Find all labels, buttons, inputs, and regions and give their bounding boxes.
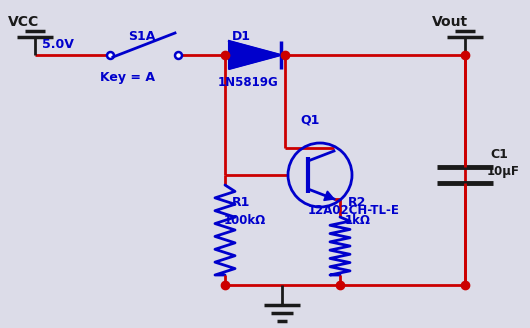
Text: S1A: S1A (128, 30, 155, 43)
Text: 100kΩ: 100kΩ (224, 214, 266, 227)
Text: Vout: Vout (432, 15, 468, 29)
Polygon shape (229, 41, 281, 69)
Text: 1kΩ: 1kΩ (345, 214, 371, 227)
Text: R1: R1 (232, 195, 250, 209)
Text: 10µF: 10µF (487, 166, 520, 178)
Text: 12A02CH-TL-E: 12A02CH-TL-E (308, 203, 400, 216)
Text: 5.0V: 5.0V (42, 37, 74, 51)
Text: D1: D1 (232, 30, 251, 43)
Text: Q1: Q1 (300, 113, 320, 127)
Text: 1N5819G: 1N5819G (218, 75, 279, 89)
Text: R2: R2 (348, 195, 366, 209)
Text: VCC: VCC (8, 15, 39, 29)
Polygon shape (324, 191, 334, 200)
Text: C1: C1 (490, 149, 508, 161)
Text: Key = A: Key = A (100, 72, 155, 85)
